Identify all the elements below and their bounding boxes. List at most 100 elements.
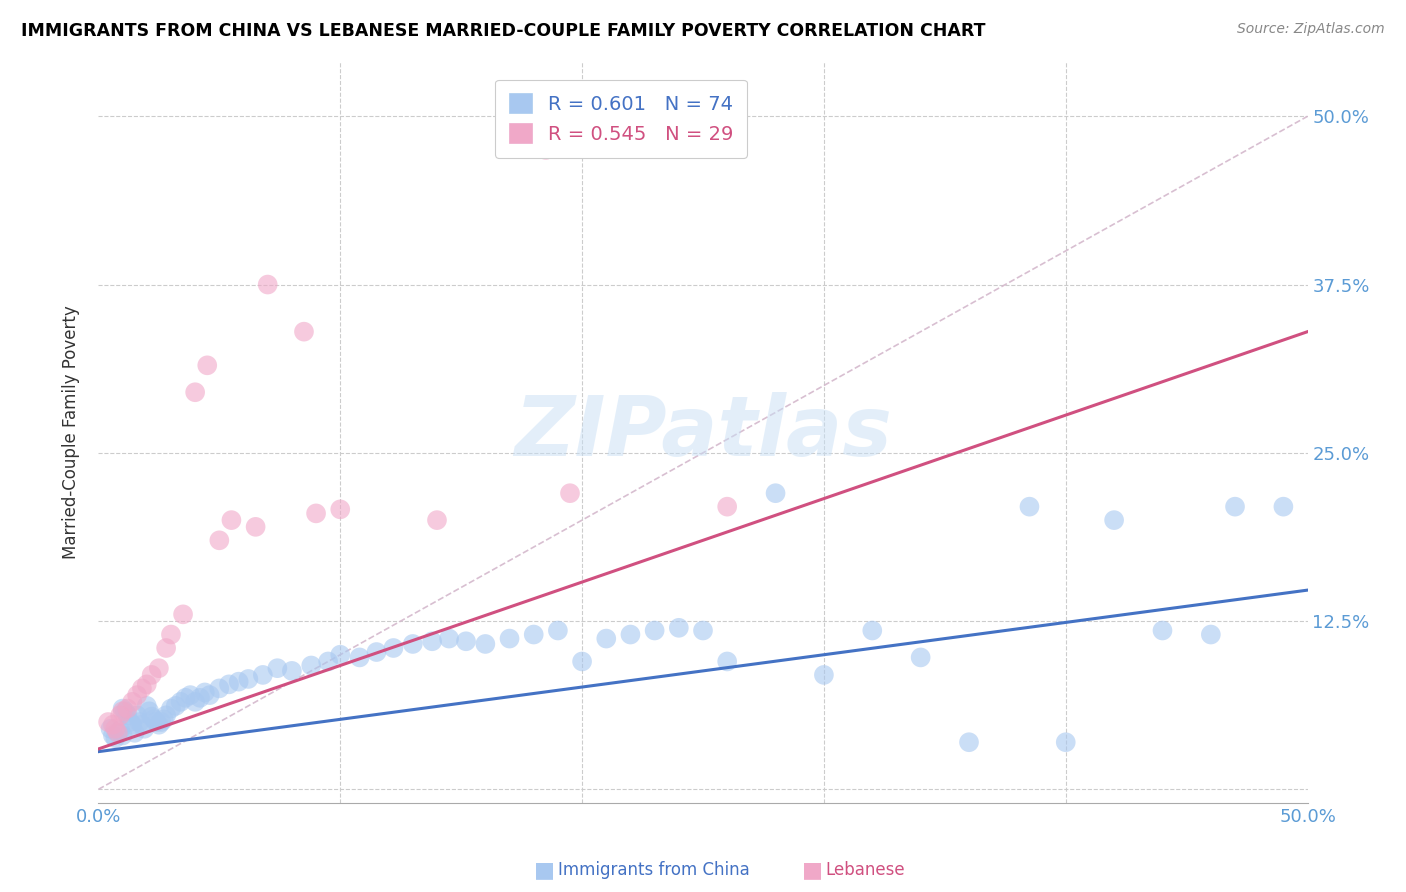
- Point: [619, 627, 641, 641]
- Point: [474, 637, 496, 651]
- Point: [437, 632, 460, 646]
- Point: [668, 621, 690, 635]
- Point: [184, 695, 207, 709]
- Point: [188, 690, 211, 705]
- Text: IMMIGRANTS FROM CHINA VS LEBANESE MARRIED-COUPLE FAMILY POVERTY CORRELATION CHAR: IMMIGRANTS FROM CHINA VS LEBANESE MARRIE…: [21, 22, 986, 40]
- Point: [127, 708, 149, 723]
- Point: [108, 708, 131, 723]
- Point: [547, 624, 569, 638]
- Point: [1054, 735, 1077, 749]
- Point: [134, 722, 156, 736]
- Point: [910, 650, 932, 665]
- Text: ZIPatlas: ZIPatlas: [515, 392, 891, 473]
- Point: [316, 655, 339, 669]
- Text: Lebanese: Lebanese: [825, 861, 905, 879]
- Point: [1272, 500, 1295, 514]
- Point: [160, 627, 183, 641]
- Point: [1199, 627, 1222, 641]
- Point: [104, 731, 127, 746]
- Point: [128, 714, 150, 729]
- Point: [716, 500, 738, 514]
- Point: [813, 668, 835, 682]
- Point: [148, 661, 170, 675]
- Point: [124, 726, 146, 740]
- Point: [111, 704, 134, 718]
- Point: [571, 655, 593, 669]
- Point: [366, 645, 388, 659]
- Point: [165, 698, 187, 713]
- Point: [1102, 513, 1125, 527]
- Point: [644, 624, 666, 638]
- Point: [121, 717, 143, 731]
- Point: [114, 704, 136, 718]
- Point: [104, 722, 127, 736]
- Point: [152, 712, 174, 726]
- Point: [121, 695, 143, 709]
- Point: [194, 685, 217, 699]
- Point: [107, 726, 129, 740]
- Point: [131, 681, 153, 696]
- Point: [141, 709, 163, 723]
- Text: Immigrants from China: Immigrants from China: [558, 861, 749, 879]
- Point: [117, 701, 139, 715]
- Point: [228, 674, 250, 689]
- Point: [534, 143, 557, 157]
- Point: [184, 385, 207, 400]
- Point: [281, 664, 304, 678]
- Point: [169, 695, 191, 709]
- Point: [221, 513, 243, 527]
- Point: [349, 650, 371, 665]
- Point: [160, 701, 183, 715]
- Point: [111, 701, 134, 715]
- Point: [256, 277, 278, 292]
- Y-axis label: Married-Couple Family Poverty: Married-Couple Family Poverty: [62, 306, 80, 559]
- Point: [101, 729, 124, 743]
- Point: [558, 486, 581, 500]
- Point: [179, 688, 201, 702]
- Text: ■: ■: [534, 860, 555, 880]
- Point: [218, 677, 240, 691]
- Point: [145, 714, 167, 729]
- Point: [266, 661, 288, 675]
- Point: [198, 688, 221, 702]
- Text: ■: ■: [801, 860, 823, 880]
- Point: [329, 502, 352, 516]
- Point: [426, 513, 449, 527]
- Point: [299, 658, 322, 673]
- Point: [127, 688, 149, 702]
- Point: [1152, 624, 1174, 638]
- Point: [131, 717, 153, 731]
- Point: [143, 712, 166, 726]
- Point: [148, 717, 170, 731]
- Point: [305, 507, 328, 521]
- Point: [382, 640, 405, 655]
- Point: [402, 637, 425, 651]
- Point: [523, 627, 546, 641]
- Point: [329, 648, 352, 662]
- Point: [208, 533, 231, 548]
- Point: [117, 708, 139, 723]
- Point: [957, 735, 980, 749]
- Point: [100, 722, 122, 736]
- Point: [155, 708, 177, 723]
- Point: [252, 668, 274, 682]
- Point: [765, 486, 787, 500]
- Point: [498, 632, 520, 646]
- Point: [238, 672, 260, 686]
- Point: [208, 681, 231, 696]
- Point: [135, 677, 157, 691]
- Point: [454, 634, 477, 648]
- Point: [101, 717, 124, 731]
- Point: [1223, 500, 1246, 514]
- Point: [97, 714, 120, 729]
- Point: [174, 690, 197, 705]
- Point: [692, 624, 714, 638]
- Point: [716, 655, 738, 669]
- Point: [108, 723, 131, 738]
- Point: [107, 726, 129, 740]
- Point: [595, 632, 617, 646]
- Text: Source: ZipAtlas.com: Source: ZipAtlas.com: [1237, 22, 1385, 37]
- Point: [245, 520, 267, 534]
- Point: [118, 714, 141, 729]
- Point: [420, 634, 443, 648]
